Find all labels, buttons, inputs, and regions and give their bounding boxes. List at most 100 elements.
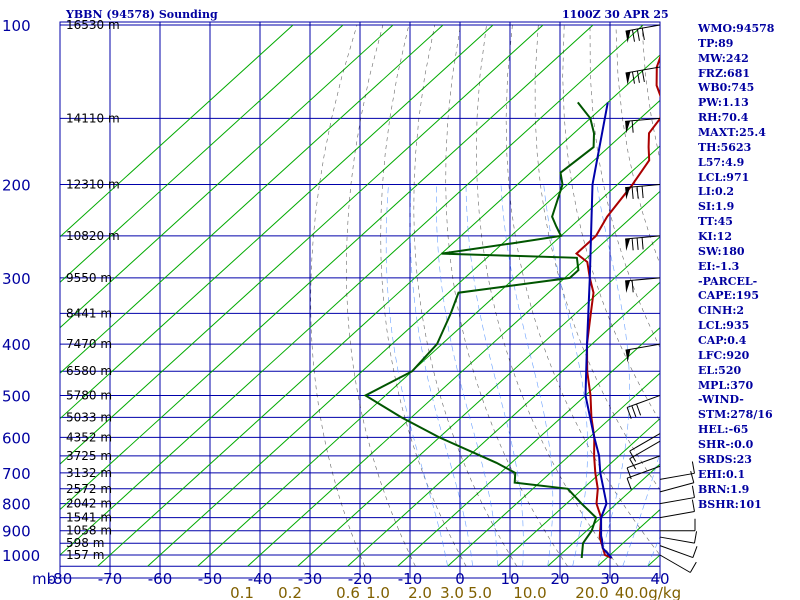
height-label: 16530 m (66, 18, 120, 32)
index-line: LCL:971 (698, 170, 750, 184)
height-label: 1058 m (66, 524, 112, 538)
mixing-ratio-label: 1.0 (366, 584, 390, 600)
index-line: -PARCEL- (698, 274, 758, 288)
wind-barb-pennant (625, 72, 631, 85)
chart-title: YBBN (94578) Sounding (66, 8, 218, 21)
temperature-tick-label: -20 (348, 570, 373, 588)
wind-barb-staff (626, 465, 661, 479)
pressure-unit-label: mb (32, 570, 56, 588)
wind-barb-feather (636, 237, 639, 250)
height-label: 7470 m (66, 337, 112, 351)
mixing-ratio-label: 0.6 (336, 584, 360, 600)
dry-adiabat (310, 24, 365, 567)
height-label: 1541 m (66, 511, 112, 525)
wind-barb-staff (629, 433, 661, 452)
moist-adiabat (622, 451, 660, 567)
wind-barb-staff (625, 277, 661, 282)
dry-adiabat (534, 24, 660, 491)
isotherm-line (147, 99, 660, 567)
pressure-tick-label: 900 (2, 523, 31, 541)
isotherm-line (397, 327, 660, 567)
temperature-tick-label: -80 (48, 570, 73, 588)
moist-adiabat (596, 184, 630, 567)
wind-barb-feather (631, 29, 636, 42)
wind-barb-staff (659, 545, 694, 559)
mixing-ratio-label: 40.0g/kg (615, 584, 681, 600)
wind-barb-feather (641, 186, 644, 199)
wind-barb-pennant (625, 349, 631, 362)
wind-barb-pennant (625, 120, 631, 134)
isotherm-line (97, 54, 660, 567)
isotherm-line (60, 24, 644, 556)
index-line: KI:12 (698, 230, 733, 244)
wind-barb-feather (692, 546, 698, 558)
dry-adiabat (589, 24, 660, 349)
moist-adiabat (465, 184, 524, 567)
pressure-tick-label: 1000 (2, 547, 40, 565)
wind-barb-staff (625, 66, 661, 74)
index-line: SI:1.9 (698, 200, 735, 214)
wind-barb-pennant (625, 238, 631, 251)
dewpoint-trace (363, 101, 598, 559)
moist-adiabat (435, 184, 498, 567)
index-line: MW:242 (698, 51, 749, 65)
wind-barb-feather (641, 237, 644, 250)
isotherm-line (297, 236, 660, 567)
pressure-tick-label: 400 (2, 336, 31, 354)
wind-barb-staff (659, 482, 694, 493)
pressure-tick-label: 300 (2, 270, 31, 288)
wind-barb-staff (659, 472, 695, 480)
wind-barb-staff (625, 343, 661, 351)
temperature-tick-label: 20 (550, 570, 569, 588)
isotherm-line (60, 24, 294, 238)
temperature-trace (574, 54, 660, 559)
index-line: FRZ:681 (698, 66, 751, 80)
height-label: 2572 m (66, 482, 112, 496)
isotherm-line (60, 24, 444, 374)
height-label: 2042 m (66, 497, 112, 511)
index-line: CAPE:195 (698, 289, 759, 303)
wind-barb-feather (626, 478, 632, 490)
dry-adiabat (562, 24, 660, 422)
wind-barb-feather (691, 485, 695, 498)
isotherm-line (197, 145, 660, 567)
height-label: 12310 m (66, 178, 120, 192)
wind-barb-feather (691, 461, 695, 474)
pressure-tick-label: 100 (2, 17, 31, 35)
pressure-tick-label: 200 (2, 177, 31, 195)
height-label: 3132 m (66, 466, 112, 480)
index-line: TT:45 (698, 215, 733, 229)
index-line: RH:70.4 (698, 111, 749, 125)
height-label: 5033 m (66, 410, 112, 424)
height-label: 8441 m (66, 306, 112, 320)
pressure-tick-label: 700 (2, 465, 31, 483)
dry-adiabat (615, 24, 660, 265)
isotherm-line (347, 281, 660, 567)
height-label: 598 m (66, 536, 104, 550)
temperature-tick-label: -40 (248, 570, 273, 588)
height-label: 14110 m (66, 111, 120, 125)
mixing-ratio-label: 0.2 (278, 584, 302, 600)
sounding-traces (363, 54, 660, 559)
wind-barb-feather (693, 531, 698, 544)
wind-barb-feather (641, 28, 645, 41)
wind-barb-staff (626, 455, 661, 469)
mixing-ratio-label: 3.0 (440, 584, 464, 600)
height-label: 4352 m (66, 430, 112, 444)
index-line: MPL:370 (698, 378, 754, 392)
isotherm-line (60, 24, 494, 420)
pressure-tick-label: 500 (2, 387, 31, 405)
wind-barb-feather (629, 458, 637, 470)
index-line: SW:180 (698, 244, 745, 258)
mixing-ratio-label: 0.1 (230, 584, 254, 600)
index-line: SHR-:0.0 (698, 438, 754, 452)
index-line: LFC:920 (698, 348, 750, 362)
wind-barb-feather (691, 499, 695, 512)
index-line: BSHR:101 (698, 497, 762, 511)
wind-barb-feather (631, 71, 636, 84)
wind-barb-feather (631, 405, 637, 418)
wind-barb-feather (636, 28, 640, 41)
isotherm-line (60, 24, 344, 283)
wind-barbs (625, 24, 698, 573)
isotherm-line (497, 417, 660, 567)
